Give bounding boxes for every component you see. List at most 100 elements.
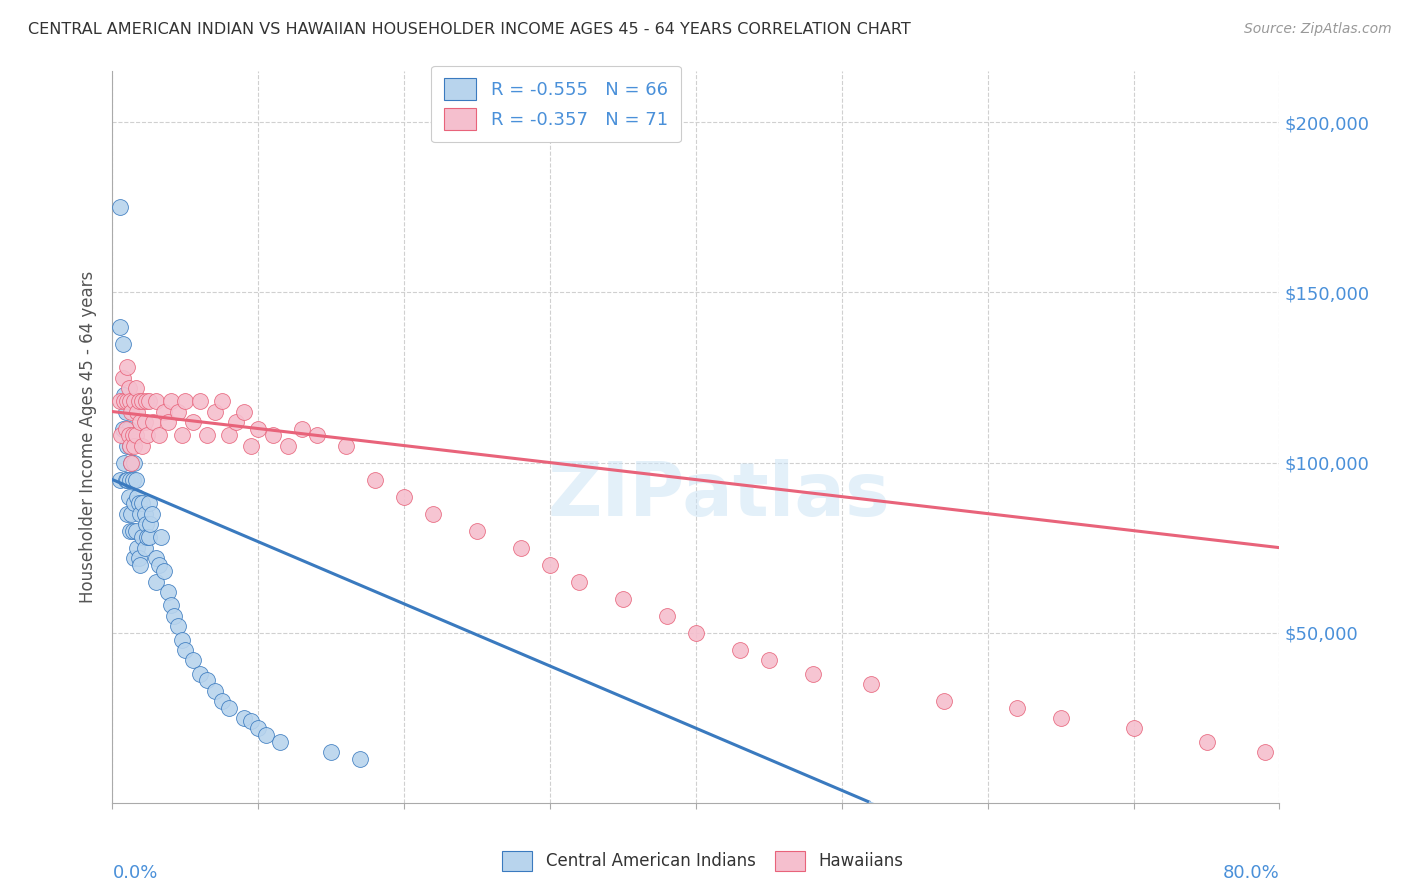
- Point: [110, 428, 132, 442]
- Point: [247, 721, 270, 735]
- Point: [758, 653, 780, 667]
- Point: [568, 574, 591, 589]
- Legend: Central American Indians, Hawaiians: Central American Indians, Hawaiians: [494, 842, 912, 880]
- Point: [128, 550, 150, 565]
- Point: [111, 336, 134, 351]
- Point: [167, 404, 190, 418]
- Point: [124, 439, 146, 453]
- Point: [335, 439, 357, 453]
- Point: [114, 473, 136, 487]
- Point: [129, 558, 152, 572]
- Point: [114, 404, 136, 418]
- Point: [1005, 700, 1028, 714]
- Point: [148, 558, 170, 572]
- Point: [156, 415, 179, 429]
- Point: [138, 496, 160, 510]
- Point: [115, 507, 138, 521]
- Point: [305, 428, 328, 442]
- Text: CENTRAL AMERICAN INDIAN VS HAWAIIAN HOUSEHOLDER INCOME AGES 45 - 64 YEARS CORREL: CENTRAL AMERICAN INDIAN VS HAWAIIAN HOUS…: [28, 22, 911, 37]
- Point: [538, 558, 561, 572]
- Point: [254, 728, 277, 742]
- Point: [188, 666, 211, 681]
- Point: [138, 531, 160, 545]
- Text: Source: ZipAtlas.com: Source: ZipAtlas.com: [1244, 22, 1392, 37]
- Point: [112, 456, 135, 470]
- Point: [225, 415, 247, 429]
- Point: [120, 404, 142, 418]
- Point: [145, 394, 167, 409]
- Point: [394, 490, 416, 504]
- Point: [349, 751, 371, 765]
- Point: [932, 694, 955, 708]
- Point: [124, 456, 146, 470]
- Point: [174, 642, 197, 657]
- Text: 80.0%: 80.0%: [1223, 864, 1279, 882]
- Point: [125, 428, 148, 442]
- Point: [125, 473, 148, 487]
- Point: [422, 507, 444, 521]
- Point: [152, 404, 174, 418]
- Point: [108, 394, 131, 409]
- Point: [152, 565, 174, 579]
- Point: [195, 428, 218, 442]
- Point: [134, 507, 156, 521]
- Point: [612, 591, 634, 606]
- Point: [128, 394, 150, 409]
- Point: [108, 473, 131, 487]
- Point: [465, 524, 488, 538]
- Y-axis label: Householder Income Ages 45 - 64 years: Householder Income Ages 45 - 64 years: [79, 271, 97, 603]
- Point: [118, 473, 141, 487]
- Point: [124, 496, 146, 510]
- Point: [156, 585, 179, 599]
- Point: [125, 524, 148, 538]
- Text: 0.0%: 0.0%: [112, 864, 157, 882]
- Point: [111, 421, 134, 435]
- Point: [115, 360, 138, 375]
- Point: [128, 496, 150, 510]
- Point: [118, 439, 141, 453]
- Point: [115, 439, 138, 453]
- Point: [134, 415, 156, 429]
- Point: [131, 496, 153, 510]
- Point: [134, 541, 156, 555]
- Point: [218, 700, 240, 714]
- Point: [122, 428, 145, 442]
- Point: [269, 734, 291, 748]
- Point: [145, 550, 167, 565]
- Point: [509, 541, 531, 555]
- Text: ZIPatlas: ZIPatlas: [548, 459, 890, 533]
- Point: [120, 507, 142, 521]
- Point: [218, 428, 240, 442]
- Point: [1195, 734, 1218, 748]
- Point: [124, 550, 146, 565]
- Point: [129, 415, 152, 429]
- Point: [141, 507, 163, 521]
- Point: [163, 608, 186, 623]
- Point: [801, 666, 824, 681]
- Point: [108, 319, 131, 334]
- Point: [291, 421, 314, 435]
- Point: [117, 381, 139, 395]
- Point: [247, 421, 270, 435]
- Point: [131, 394, 153, 409]
- Point: [135, 516, 157, 531]
- Point: [138, 394, 160, 409]
- Point: [204, 683, 226, 698]
- Point: [276, 439, 298, 453]
- Point: [240, 439, 263, 453]
- Point: [127, 541, 149, 555]
- Point: [172, 632, 194, 647]
- Point: [211, 694, 233, 708]
- Point: [181, 653, 204, 667]
- Point: [232, 711, 254, 725]
- Point: [195, 673, 218, 688]
- Point: [114, 421, 136, 435]
- Point: [172, 428, 194, 442]
- Point: [145, 574, 167, 589]
- Point: [188, 394, 211, 409]
- Point: [118, 394, 141, 409]
- Point: [728, 642, 751, 657]
- Point: [127, 490, 149, 504]
- Point: [181, 415, 204, 429]
- Point: [160, 394, 183, 409]
